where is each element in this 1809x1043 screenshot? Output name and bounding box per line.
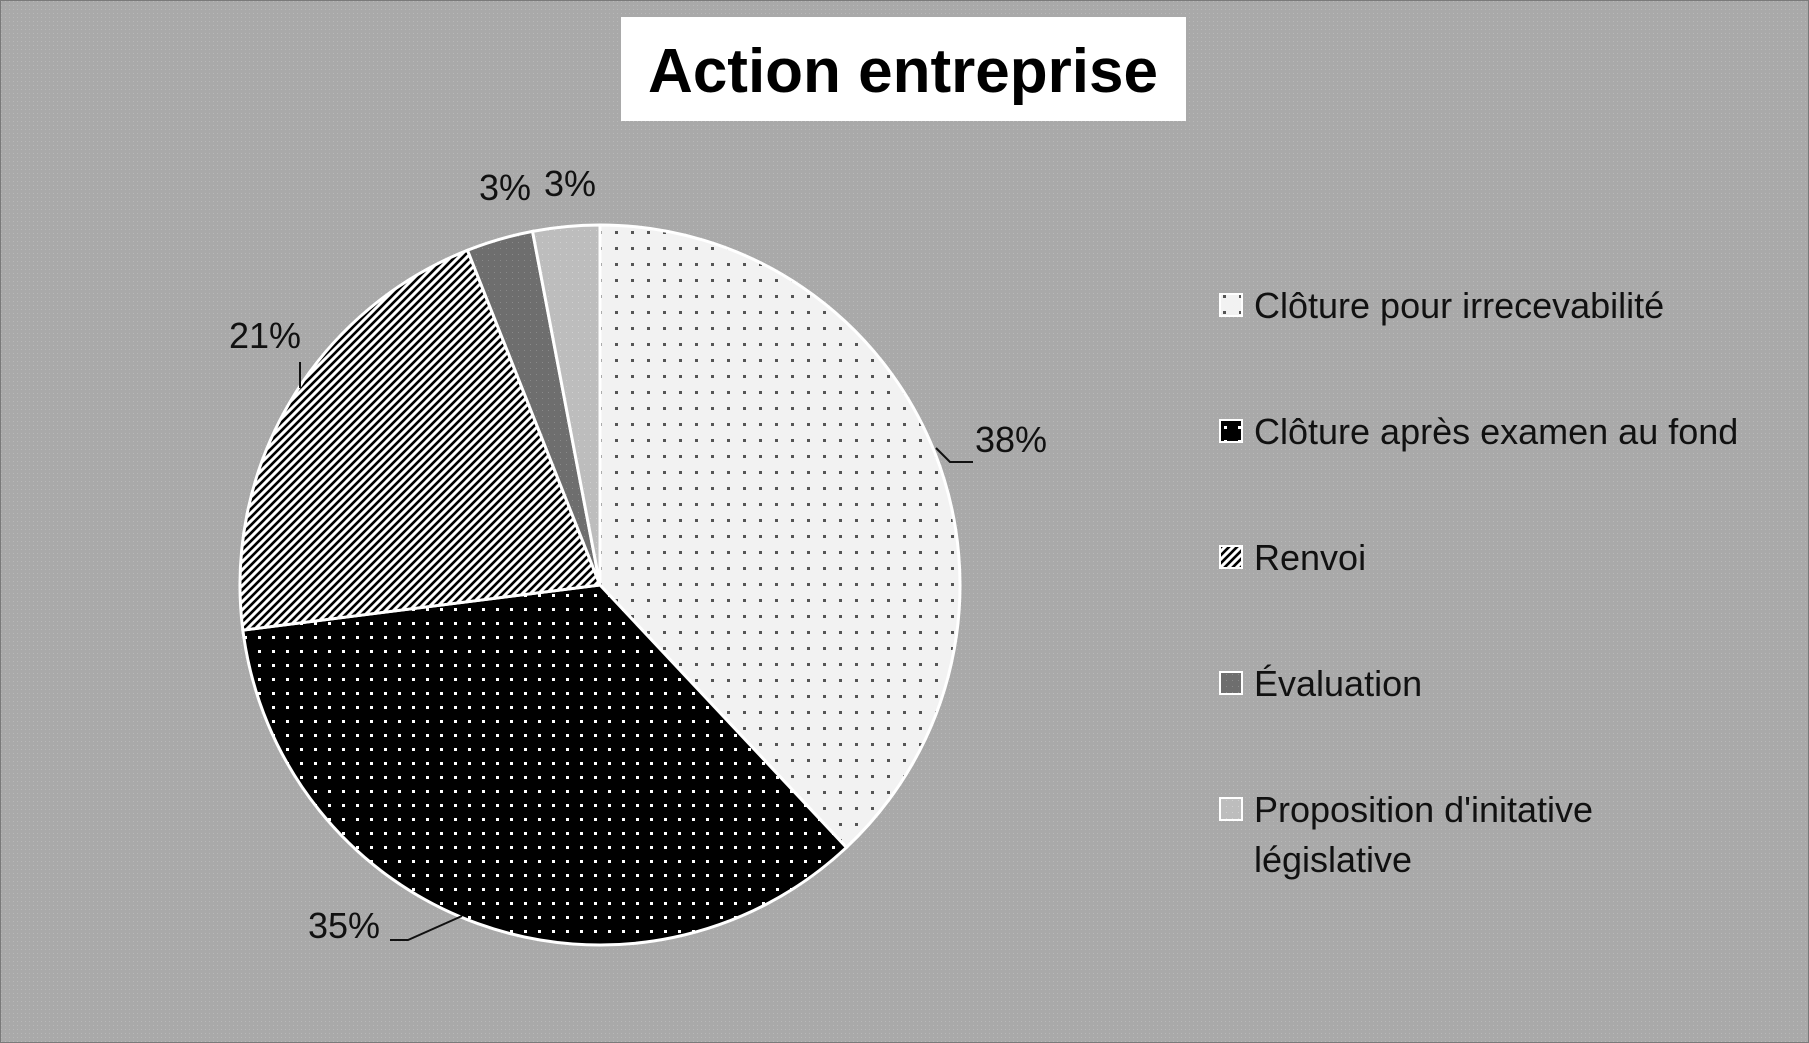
- legend-label-3: Renvoi: [1254, 537, 1366, 578]
- leader-line-1: [935, 447, 973, 463]
- legend-swatch-4: [1219, 671, 1243, 695]
- leader-line-2: [390, 915, 463, 941]
- title-box: [621, 17, 1186, 121]
- legend-swatch-1: [1219, 293, 1243, 317]
- legend-label-5: Proposition d'initative législative: [1254, 789, 1593, 880]
- data-label-4: 3%: [479, 167, 531, 208]
- data-label-5: 3%: [544, 163, 596, 204]
- legend: Clôture pour irrecevabilité Clôture après…: [1219, 285, 1738, 880]
- pie-slice-1: [598, 223, 962, 850]
- pie-slice-3: [238, 248, 603, 632]
- chart-title: Action entreprise: [648, 37, 1158, 106]
- pie-slice-2: [241, 583, 849, 947]
- legend-swatch-3: [1219, 545, 1243, 569]
- data-label-2: 35%: [308, 905, 380, 946]
- legend-swatch-2: [1219, 419, 1243, 443]
- legend-label-2: Clôture après examen au fond: [1254, 411, 1738, 452]
- pie-slice-5: [530, 223, 602, 586]
- data-label-1: 38%: [975, 419, 1047, 460]
- data-label-3: 21%: [229, 315, 301, 356]
- leader-lines: [299, 362, 973, 941]
- pie-slices: [238, 223, 962, 947]
- legend-label-1: Clôture pour irrecevabilité: [1254, 285, 1664, 326]
- data-labels: 38% 35% 21% 3% 3%: [229, 163, 1047, 946]
- legend-label-4: Évaluation: [1254, 663, 1422, 704]
- legend-swatch-5: [1219, 797, 1243, 821]
